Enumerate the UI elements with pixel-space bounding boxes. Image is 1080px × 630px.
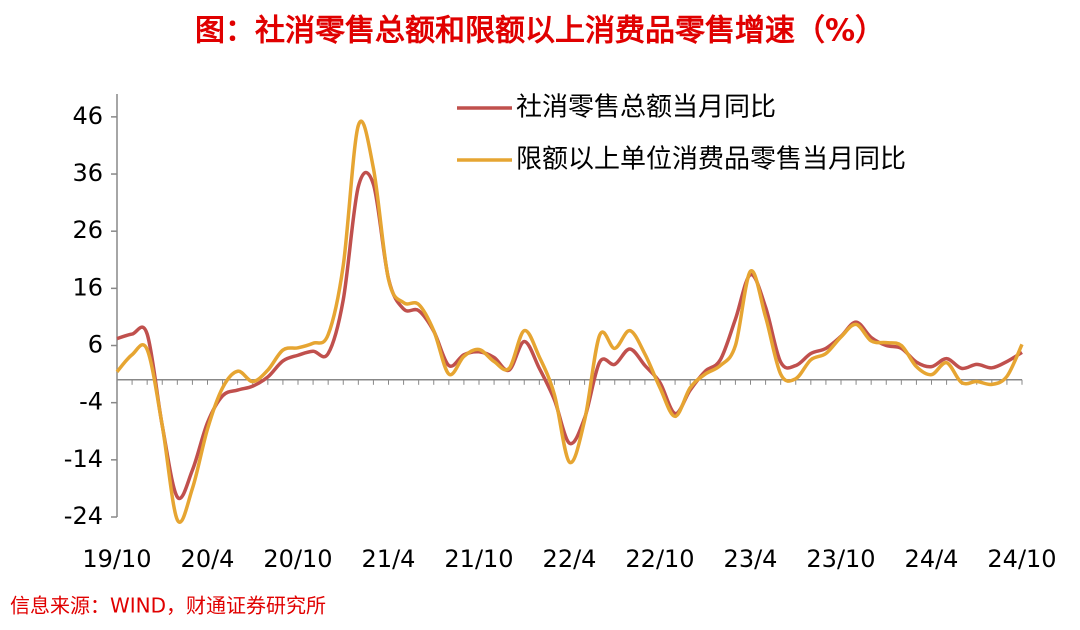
y-tick-label: 26	[72, 216, 103, 244]
legend-label: 社消零售总额当月同比	[516, 93, 776, 123]
y-tick-label: 46	[72, 102, 103, 130]
y-tick-label: 16	[72, 273, 103, 301]
x-tick-label: 21/10	[444, 545, 513, 573]
x-tick-label: 23/10	[806, 545, 875, 573]
y-tick-label: -4	[79, 388, 103, 416]
y-tick-label: -24	[64, 502, 103, 530]
y-tick-label: 36	[72, 159, 103, 187]
x-tick-label: 23/4	[724, 545, 778, 573]
x-tick-label: 20/10	[263, 545, 332, 573]
legend-label: 限额以上单位消费品零售当月同比	[516, 145, 906, 175]
x-tick-label: 22/10	[625, 545, 694, 573]
x-tick-label: 22/4	[543, 545, 597, 573]
y-tick-label: 6	[88, 331, 103, 359]
chart-title: 图：社消零售总额和限额以上消费品零售增速（%）	[195, 14, 885, 49]
series-line	[115, 119, 1024, 524]
series-line	[116, 170, 1023, 501]
source-note: 信息来源：WIND，财通证券研究所	[10, 594, 326, 618]
x-tick-label: 21/4	[362, 545, 416, 573]
y-tick-label: -14	[64, 445, 103, 473]
x-tick-label: 24/4	[905, 545, 959, 573]
x-tick-label: 24/10	[987, 545, 1056, 573]
x-tick-label: 20/4	[181, 545, 235, 573]
x-tick-label: 19/10	[82, 545, 151, 573]
